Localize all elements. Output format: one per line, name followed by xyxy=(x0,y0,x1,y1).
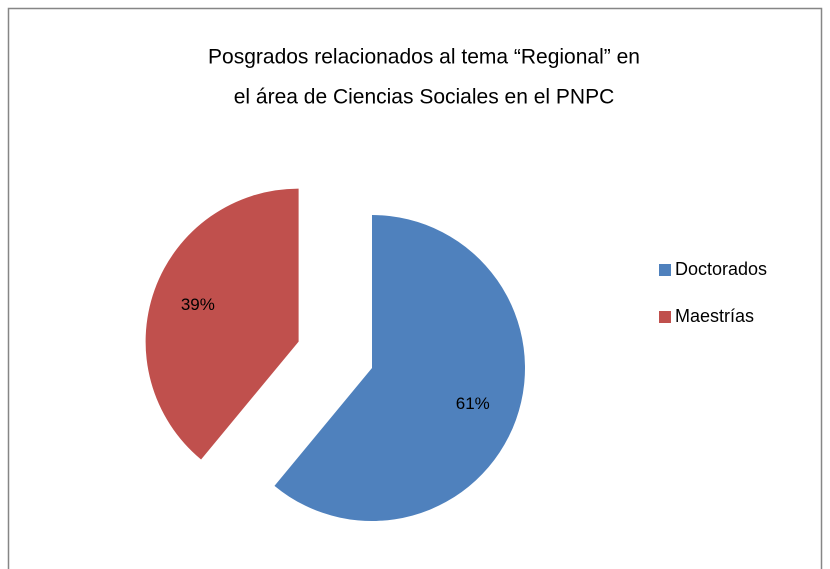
legend-swatch xyxy=(659,311,671,323)
chart-title: Posgrados relacionados al tema “Regional… xyxy=(208,46,640,69)
pie-slice xyxy=(274,215,525,522)
data-label: 39% xyxy=(181,295,215,314)
data-label: 61% xyxy=(456,394,490,413)
legend-label: Maestrías xyxy=(675,306,754,326)
legend-label: Doctorados xyxy=(675,259,767,279)
chart-title: el área de Ciencias Sociales en el PNPC xyxy=(234,86,615,109)
pie-slice xyxy=(145,188,299,460)
legend-swatch xyxy=(659,264,671,276)
